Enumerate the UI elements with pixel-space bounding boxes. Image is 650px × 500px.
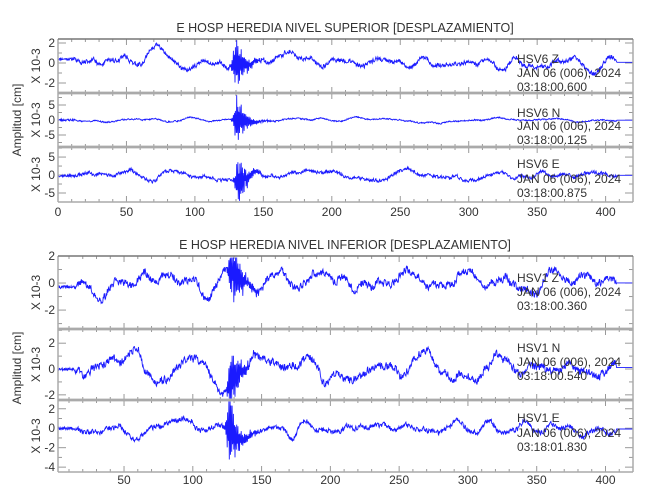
y-tick-label: 2: [48, 249, 55, 263]
time-label: 03:18:00.360: [517, 299, 587, 313]
date-label: JAN 06 (006), 2024: [517, 426, 621, 440]
x-tick-label: 0: [55, 205, 62, 219]
time-label: 03:18:00.875: [517, 186, 587, 200]
x-tick-label: 350: [527, 205, 547, 219]
station-label: HSV6 N: [517, 106, 560, 120]
scale-label: X 10-3: [29, 274, 43, 310]
x-tick-label: 250: [389, 473, 409, 487]
x-tick-label: 150: [253, 205, 273, 219]
x-tick-label: 150: [252, 473, 272, 487]
y-tick-label: -5: [44, 186, 55, 200]
y-tick-label: -2: [44, 441, 55, 455]
time-label: 03:18:00.125: [517, 133, 587, 147]
waveform-trace: [57, 257, 633, 305]
y-tick-label: 0: [48, 421, 55, 435]
date-label: JAN 06 (006), 2024: [517, 355, 621, 369]
x-tick-label: 300: [458, 473, 478, 487]
y-tick-label: -2: [44, 388, 55, 402]
y-tick-label: 0: [48, 276, 55, 290]
y-axis-label: Amplitud [cm]: [10, 332, 24, 405]
date-label: JAN 06 (006), 2024: [517, 66, 621, 80]
station-label: HSV1 E: [517, 411, 560, 425]
station-label: HSV6 E: [517, 157, 560, 171]
date-label: JAN 06 (006), 2024: [517, 285, 621, 299]
scale-label: X 10-3: [29, 418, 43, 454]
x-tick-label: 300: [459, 205, 479, 219]
y-tick-label: -2: [44, 303, 55, 317]
y-tick-label: -2: [44, 76, 55, 90]
waveform-trace: [57, 95, 633, 140]
scale-label: X 10-3: [29, 156, 43, 192]
scale-label: X 10-3: [29, 48, 43, 84]
x-tick-label: 50: [120, 205, 134, 219]
y-tick-label: 0: [48, 113, 55, 127]
x-tick-label: 200: [320, 473, 340, 487]
scale-label: X 10-3: [29, 346, 43, 382]
time-label: 03:18:00.540: [517, 369, 587, 383]
y-tick-label: 0: [48, 168, 55, 182]
x-tick-label: 50: [117, 473, 131, 487]
y-tick-label: 5: [48, 98, 55, 112]
date-label: JAN 06 (006), 2024: [517, 119, 621, 133]
waveform-trace: [57, 401, 633, 460]
x-tick-label: 250: [390, 205, 410, 219]
x-tick-label: 100: [185, 205, 205, 219]
x-tick-label: 100: [183, 473, 203, 487]
time-label: 03:18:01.830: [517, 440, 587, 454]
chart-superior: E HOSP HEREDIA NIVEL SUPERIOR [DESPLAZAM…: [10, 21, 634, 219]
x-tick-label: 200: [322, 205, 342, 219]
time-label: 03:18:00.600: [517, 80, 587, 94]
chart-title: E HOSP HEREDIA NIVEL SUPERIOR [DESPLAZAM…: [176, 21, 513, 35]
y-tick-label: 0: [48, 362, 55, 376]
station-label: HSV1 Z: [517, 271, 559, 285]
waveform-trace: [57, 162, 633, 201]
y-tick-label: -5: [44, 128, 55, 142]
x-tick-label: 350: [527, 473, 547, 487]
y-tick-label: 2: [48, 402, 55, 416]
scale-label: X 10-3: [29, 102, 43, 138]
chart-title: E HOSP HEREDIA NIVEL INFERIOR [DESPLAZAM…: [179, 238, 511, 252]
station-label: HSV6 Z: [517, 52, 559, 66]
chart-inferior: E HOSP HEREDIA NIVEL INFERIOR [DESPLAZAM…: [10, 238, 634, 487]
y-axis-label: Amplitud [cm]: [10, 84, 24, 157]
y-tick-label: 5: [48, 150, 55, 164]
y-tick-label: 2: [48, 336, 55, 350]
y-tick-label: 2: [48, 36, 55, 50]
x-tick-label: 400: [595, 473, 615, 487]
waveform-trace: [57, 40, 633, 84]
y-tick-label: 0: [48, 56, 55, 70]
x-tick-label: 400: [596, 205, 616, 219]
waveform-trace: [57, 345, 633, 399]
station-label: HSV1 N: [517, 341, 560, 355]
y-tick-label: -4: [44, 460, 55, 474]
date-label: JAN 06 (006), 2024: [517, 172, 621, 186]
